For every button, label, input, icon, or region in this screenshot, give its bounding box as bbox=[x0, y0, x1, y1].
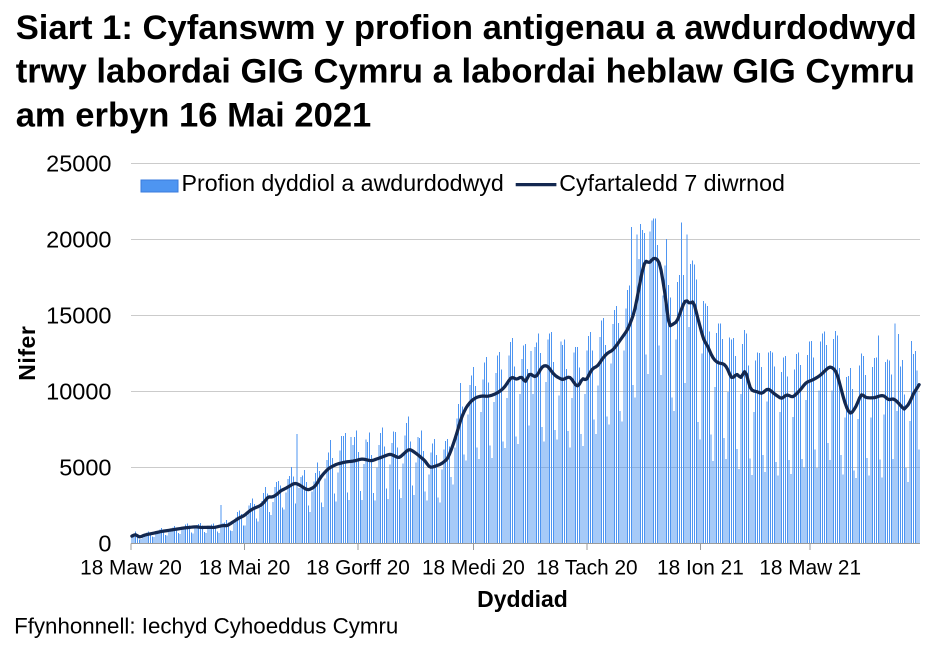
svg-text:18 Maw 21: 18 Maw 21 bbox=[759, 556, 861, 579]
svg-text:Siart 1: Cyfanswm y profion an: Siart 1: Cyfanswm y profion antigenau a … bbox=[16, 9, 917, 47]
svg-text:18 Medi 20: 18 Medi 20 bbox=[422, 556, 525, 579]
svg-text:18 Ion 21: 18 Ion 21 bbox=[657, 556, 744, 579]
svg-text:10000: 10000 bbox=[46, 378, 111, 404]
svg-text:25000: 25000 bbox=[46, 150, 111, 176]
svg-text:Cyfartaledd 7 diwrnod: Cyfartaledd 7 diwrnod bbox=[559, 170, 785, 196]
svg-text:Ffynhonnell: Iechyd Cyhoeddus: Ffynhonnell: Iechyd Cyhoeddus Cymru bbox=[14, 614, 398, 639]
svg-text:am erbyn 16 Mai 2021: am erbyn 16 Mai 2021 bbox=[16, 96, 372, 134]
svg-text:Nifer: Nifer bbox=[14, 326, 40, 381]
svg-text:18 Tach 20: 18 Tach 20 bbox=[536, 556, 637, 579]
svg-text:18 Mai 20: 18 Mai 20 bbox=[199, 556, 290, 579]
svg-text:18 Gorff 20: 18 Gorff 20 bbox=[306, 556, 410, 579]
svg-text:Profion dyddiol a awdurdodwyd: Profion dyddiol a awdurdodwyd bbox=[182, 170, 504, 196]
svg-text:5000: 5000 bbox=[59, 454, 111, 480]
svg-text:0: 0 bbox=[98, 530, 111, 556]
svg-text:18 Maw 20: 18 Maw 20 bbox=[80, 556, 182, 579]
svg-text:Dyddiad: Dyddiad bbox=[477, 586, 568, 612]
svg-text:trwy labordai GIG Cymru a labo: trwy labordai GIG Cymru a labordai hebla… bbox=[16, 53, 915, 91]
svg-text:15000: 15000 bbox=[46, 302, 111, 328]
svg-text:20000: 20000 bbox=[46, 226, 111, 252]
